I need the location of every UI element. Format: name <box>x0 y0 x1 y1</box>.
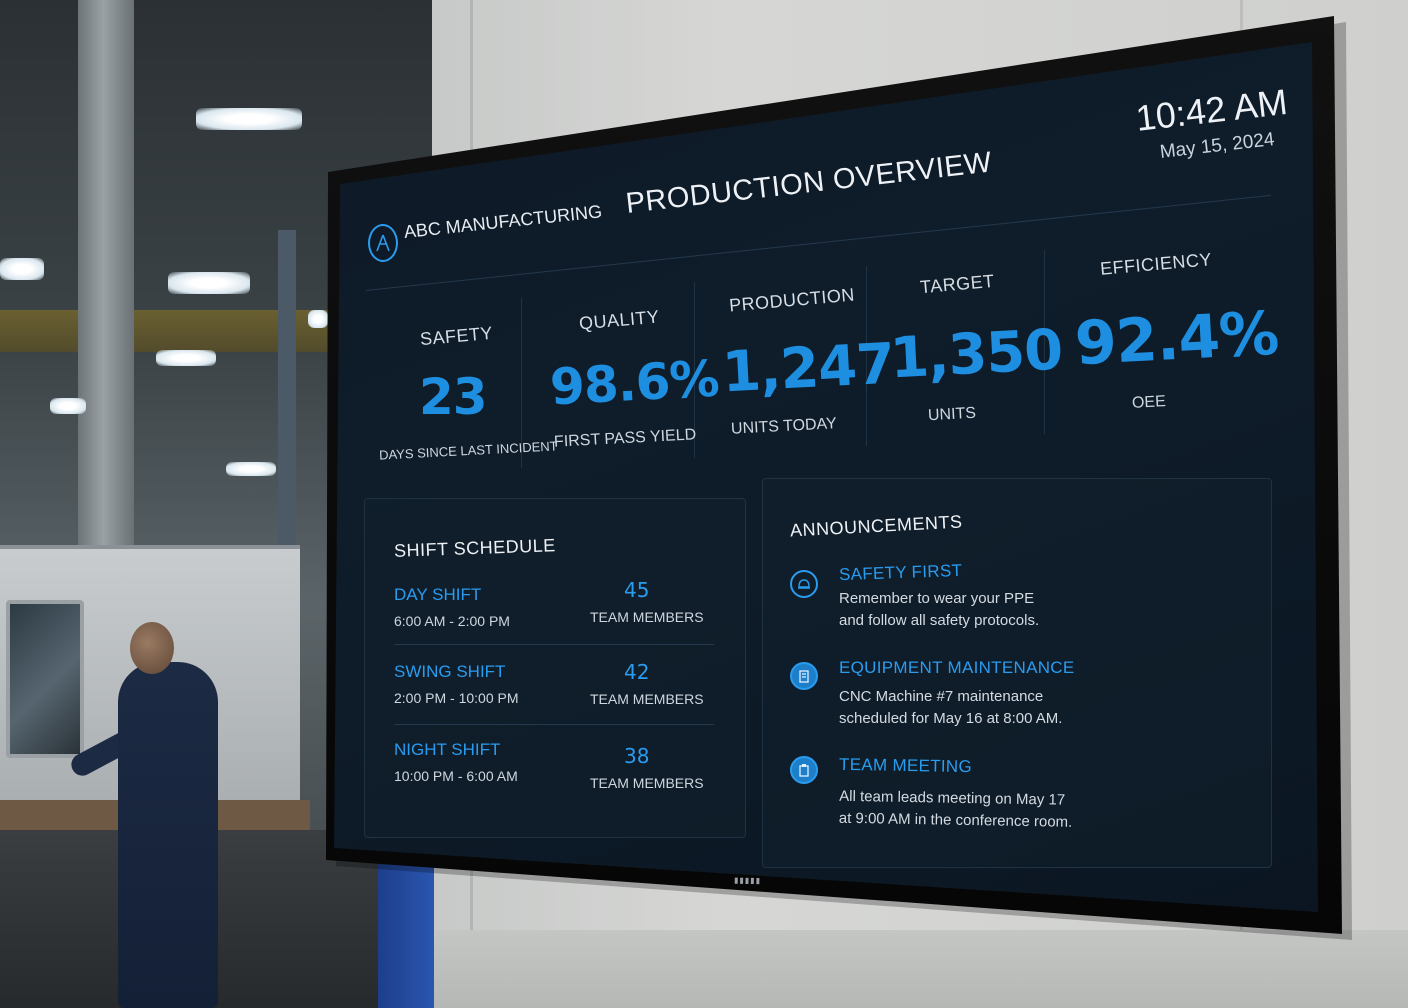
announcement-body: Remember to wear your PPE and follow all… <box>839 588 1099 632</box>
shift-members-label: TEAM MEMBERS <box>590 609 704 625</box>
announcement-body: All team leads meeting on May 17 at 9:00… <box>839 786 1100 835</box>
kpi-label: QUALITY <box>578 306 661 334</box>
page-title: PRODUCTION OVERVIEW <box>624 146 994 220</box>
shift-divider <box>394 724 714 725</box>
kpi-separator <box>694 282 695 458</box>
shift-name: SWING SHIFT <box>394 662 506 681</box>
kpi-value: 98.6% <box>548 349 720 417</box>
kpi-value: 1,350 <box>888 317 1064 392</box>
kpi-sub: UNITS TODAY <box>730 415 838 438</box>
kpi-label: TARGET <box>919 270 996 298</box>
clipboard-icon <box>790 756 818 784</box>
announcement-line: Remember to wear your PPE <box>839 590 1035 607</box>
shift-members-label: TEAM MEMBERS <box>590 775 704 791</box>
kpi-label: SAFETY <box>419 322 494 350</box>
ceiling-light <box>156 350 216 366</box>
shift-count: 38 <box>624 744 650 768</box>
shift-schedule-panel <box>364 498 746 838</box>
company-logo-icon <box>368 224 398 262</box>
kpi-sub: OEE <box>1131 393 1167 412</box>
kpi-value: 92.4% <box>1073 298 1280 380</box>
kpi-separator <box>866 266 867 446</box>
wall-base <box>432 930 1408 1008</box>
kpi-sub: FIRST PASS YIELD <box>553 426 697 451</box>
shift-time: 2:00 PM - 10:00 PM <box>394 690 519 706</box>
kpi-label: EFFICIENCY <box>1099 249 1213 279</box>
shift-members-label: TEAM MEMBERS <box>590 691 704 707</box>
worker-head <box>130 622 174 674</box>
worker <box>118 662 218 1008</box>
shift-name: DAY SHIFT <box>394 585 482 604</box>
ceiling-light <box>196 108 302 130</box>
kpi-value: 1,247 <box>720 331 896 406</box>
announcement-line: scheduled for May 16 at 8:00 AM. <box>839 710 1063 727</box>
shift-divider <box>394 644 714 645</box>
kpi-separator <box>521 298 522 468</box>
machine-window <box>6 600 84 758</box>
kpi-label: PRODUCTION <box>728 284 856 316</box>
shift-time: 6:00 AM - 2:00 PM <box>394 613 510 629</box>
announcements-panel <box>762 478 1272 868</box>
announcement-title: EQUIPMENT MAINTENANCE <box>839 658 1075 677</box>
hard-hat-icon <box>790 570 818 598</box>
ceiling-light <box>168 272 250 294</box>
kpi-value: 23 <box>419 368 488 426</box>
announcement-line: and follow all safety protocols. <box>839 612 1040 629</box>
ceiling-light <box>226 462 276 476</box>
kpi-separator <box>1044 250 1045 434</box>
ceiling-light <box>308 310 328 328</box>
blue-post <box>378 862 434 1008</box>
building-icon <box>790 662 818 690</box>
kpi-sub: UNITS <box>927 404 977 425</box>
ceiling-light <box>50 398 86 414</box>
announcement-line: at 9:00 AM in the conference room. <box>838 809 1073 831</box>
kpi-sub: DAYS SINCE LAST INCIDENT <box>378 438 558 463</box>
shift-count: 42 <box>624 660 650 684</box>
shift-name: NIGHT SHIFT <box>394 740 501 759</box>
shift-count: 45 <box>624 578 650 602</box>
ceiling-light <box>0 258 44 280</box>
announcement-line: CNC Machine #7 maintenance <box>839 688 1044 705</box>
company-name: ABC MANUFACTURING <box>402 201 603 242</box>
shift-time: 10:00 PM - 6:00 AM <box>394 768 518 784</box>
announcement-body: CNC Machine #7 maintenance scheduled for… <box>839 686 1099 730</box>
announcement-title: TEAM MEETING <box>838 754 973 777</box>
